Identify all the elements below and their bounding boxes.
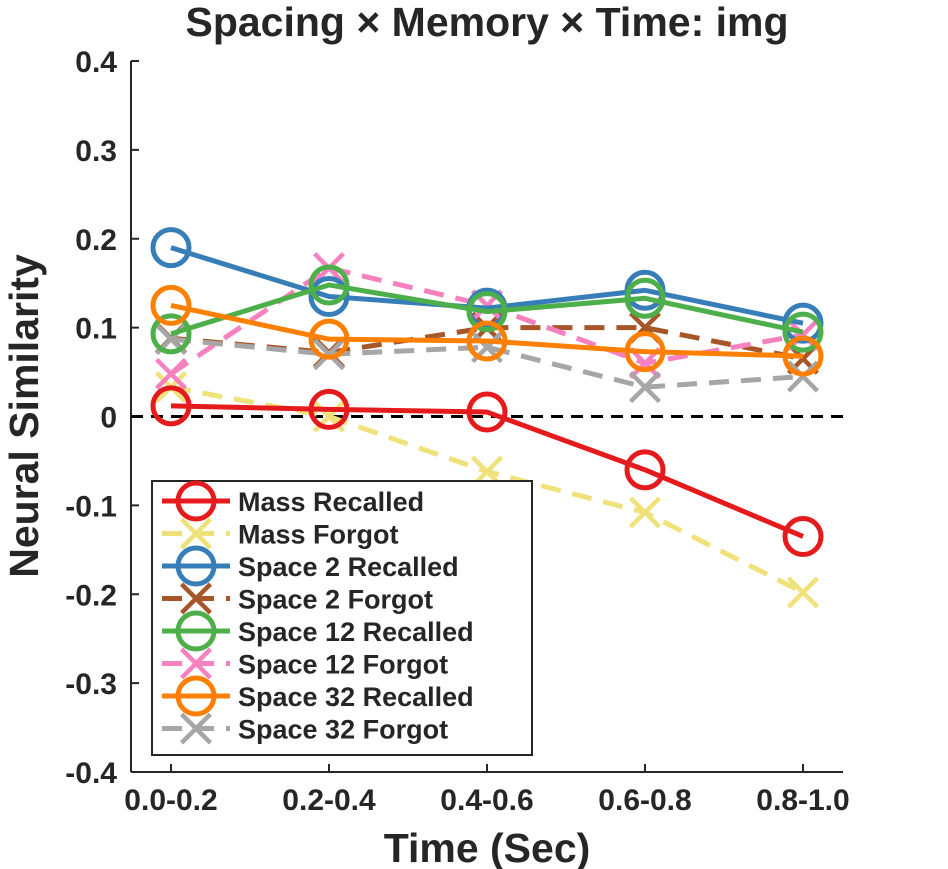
data-point xyxy=(313,338,345,371)
y-tick-label: 0.3 xyxy=(75,135,117,168)
data-point xyxy=(782,335,824,377)
x-tick-label: 0.4-0.6 xyxy=(440,784,533,817)
data-point xyxy=(466,291,508,333)
data-point xyxy=(787,576,819,609)
legend-swatch-marker xyxy=(175,610,217,652)
x-marker-stroke xyxy=(313,338,345,371)
legend-label: Space 2 Forgot xyxy=(238,585,433,615)
legend-label: Mass Forgot xyxy=(238,520,399,550)
data-point xyxy=(466,320,508,362)
data-point xyxy=(624,331,666,373)
y-tick-label: -0.1 xyxy=(65,490,117,523)
data-point xyxy=(629,371,661,404)
legend-entry-space-32-forgot: Space 32 Forgot xyxy=(162,712,448,745)
x-marker-stroke xyxy=(180,582,212,615)
x-tick-label: 0.8-1.0 xyxy=(756,784,849,817)
plot-area: -0.4 -0.3 -0.2 -0.1 0 0.1 0.2 0.3 0.4 0.0-0.2 0.2-… xyxy=(65,46,849,817)
x-tick-label: 0.2-0.4 xyxy=(282,784,376,817)
legend-label: Mass Recalled xyxy=(238,487,424,517)
legend-label: Space 32 Recalled xyxy=(238,682,474,712)
x-marker-stroke xyxy=(180,517,212,550)
data-point xyxy=(629,496,661,529)
legend-label: Space 32 Forgot xyxy=(238,715,448,745)
x-marker-stroke xyxy=(180,647,212,680)
legend-swatch-marker xyxy=(180,582,212,615)
data-point xyxy=(150,385,192,427)
y-tick-label: 0.2 xyxy=(75,224,117,257)
x-axis-label: Time (Sec) xyxy=(384,825,591,869)
series-line xyxy=(170,282,804,337)
legend-swatch-marker xyxy=(180,647,212,680)
x-marker-stroke xyxy=(155,357,187,390)
legend-label: Space 12 Recalled xyxy=(238,617,474,647)
data-point xyxy=(150,284,192,326)
x-tick-label: 0.6-0.8 xyxy=(598,784,691,817)
legend-swatch-marker xyxy=(175,480,217,522)
y-tick-label: 0 xyxy=(100,402,117,435)
data-point xyxy=(624,277,666,319)
x-marker-stroke xyxy=(629,371,661,404)
y-tick-label: -0.2 xyxy=(65,579,117,612)
series-space-12-recalled xyxy=(150,264,824,355)
legend-swatch-marker xyxy=(180,517,212,550)
x-marker-stroke xyxy=(180,712,212,745)
data-point xyxy=(308,388,350,430)
data-point xyxy=(155,357,187,390)
legend-entry-mass-forgot: Mass Forgot xyxy=(162,517,399,550)
data-point xyxy=(624,449,666,491)
legend-label: Space 12 Forgot xyxy=(238,650,448,680)
data-point xyxy=(308,318,350,360)
legend-entry-space-2-recalled: Space 2 Recalled xyxy=(162,545,459,587)
legend-entry-space-32-recalled: Space 32 Recalled xyxy=(162,675,474,717)
y-tick-label: 0.4 xyxy=(75,46,117,79)
x-marker-stroke xyxy=(787,576,819,609)
legend-box xyxy=(151,480,533,756)
series-mass-recalled xyxy=(150,385,824,557)
series-line xyxy=(170,302,804,359)
legend-swatch-marker xyxy=(175,675,217,717)
legend-label: Space 2 Recalled xyxy=(238,552,459,582)
data-point xyxy=(150,313,192,355)
series-space-32-recalled xyxy=(150,284,824,377)
legend-entry-space-12-forgot: Space 12 Forgot xyxy=(162,647,448,680)
legend-entry-space-2-forgot: Space 2 Forgot xyxy=(162,582,433,615)
series-space-32-forgot xyxy=(155,323,819,404)
y-tick-label: -0.3 xyxy=(65,668,117,701)
x-marker-stroke xyxy=(629,496,661,529)
y-tick-label: 0.1 xyxy=(75,313,117,346)
data-point xyxy=(150,227,192,269)
legend-swatch-marker xyxy=(180,712,212,745)
legend-entry-mass-recalled: Mass Recalled xyxy=(162,480,424,522)
legend-swatch-marker xyxy=(175,545,217,587)
series-line xyxy=(170,245,804,326)
legend-entry-space-12-recalled: Space 12 Recalled xyxy=(162,610,474,652)
y-axis-label: Neural Similarity xyxy=(1,254,47,578)
data-point xyxy=(782,515,824,557)
chart-title: Spacing × Memory × Time: img xyxy=(185,0,788,45)
data-point xyxy=(308,276,350,318)
data-point xyxy=(782,311,824,353)
data-point xyxy=(308,264,350,306)
series-line xyxy=(170,336,804,390)
series-line xyxy=(170,403,804,539)
data-point xyxy=(466,391,508,433)
y-tick-label: -0.4 xyxy=(65,757,117,790)
x-tick-label: 0.0-0.2 xyxy=(124,784,217,817)
